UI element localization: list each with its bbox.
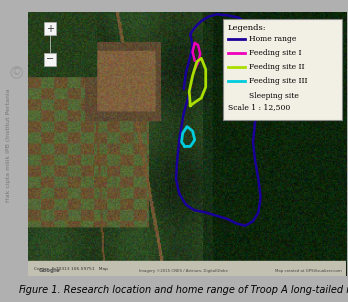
FancyBboxPatch shape (223, 19, 342, 120)
Text: Sleeping site: Sleeping site (248, 92, 299, 100)
Text: −: − (46, 54, 54, 64)
Text: Center -6.70313 106.59751   Map: Center -6.70313 106.59751 Map (34, 267, 108, 271)
Text: Scale 1 : 12,500: Scale 1 : 12,500 (228, 103, 290, 111)
Bar (28, 261, 346, 276)
Text: Feeding site I: Feeding site I (248, 49, 301, 57)
Text: Hak cipta milik IPB (Institut Pertania: Hak cipta milik IPB (Institut Pertania (6, 88, 11, 202)
Text: Home range: Home range (248, 34, 296, 43)
Text: ©: © (12, 67, 22, 78)
Text: Imagery ©2015 CNES / Astrium, DigitalGlobe: Imagery ©2015 CNES / Astrium, DigitalGlo… (139, 269, 228, 273)
Text: Google: Google (39, 268, 61, 273)
Text: Feeding site II: Feeding site II (248, 63, 304, 71)
Text: igure 1. Research location and home range of Troop A long-tailed mac: igure 1. Research location and home rang… (23, 285, 348, 295)
Text: Legends:: Legends: (228, 24, 266, 32)
Text: Map created at GPSVisualizer.com: Map created at GPSVisualizer.com (275, 269, 342, 273)
Text: F: F (19, 285, 25, 295)
Text: +: + (46, 24, 54, 34)
Text: Feeding site III: Feeding site III (248, 77, 307, 85)
